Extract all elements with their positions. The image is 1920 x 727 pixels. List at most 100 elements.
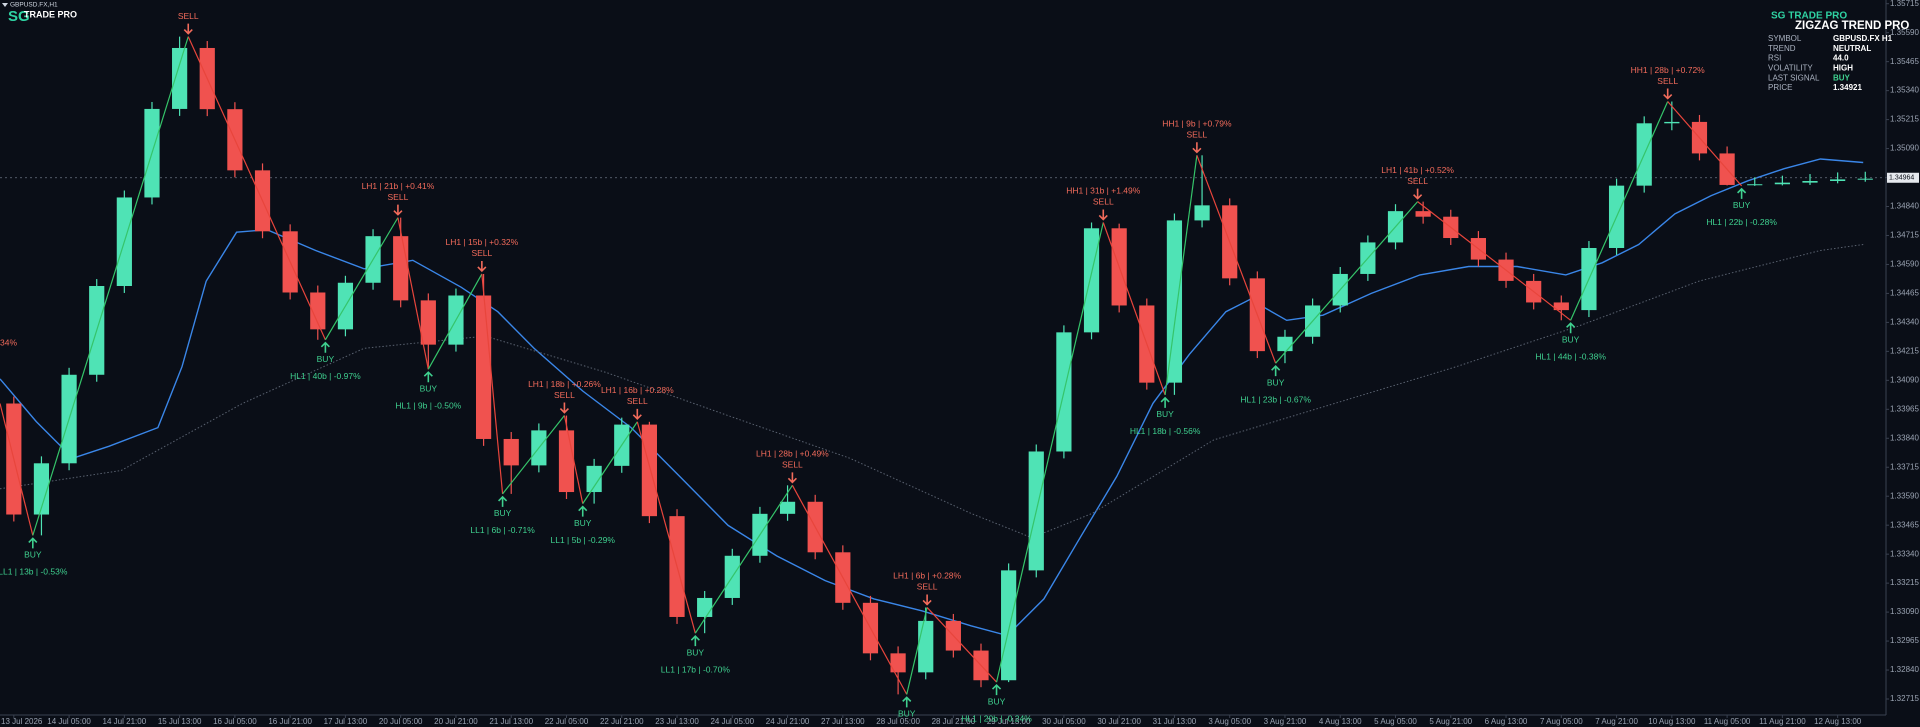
y-tick-label: 1.33090: [1890, 607, 1919, 616]
y-tick-label: 1.35090: [1890, 144, 1919, 153]
x-tick-label: 27 Jul 13:00: [821, 717, 865, 726]
signal-arrow: [393, 204, 403, 216]
y-tick-label: 1.35590: [1890, 28, 1919, 37]
zigzag-segment: [563, 415, 584, 504]
candle-body: [503, 438, 519, 466]
panel-title: SG TRADE PRO: [1771, 11, 1847, 22]
signal-arrow: [477, 260, 487, 273]
zigzag-segment: [582, 421, 638, 504]
zigzag-segment: [324, 217, 399, 341]
plot-area: [0, 36, 1886, 695]
y-tick-label: 1.34590: [1890, 260, 1919, 269]
y-tick-label: 1.34840: [1890, 202, 1919, 211]
signal-arrow: [1271, 365, 1281, 377]
panel-row-label: PRICE: [1768, 83, 1792, 92]
candle-body: [1553, 302, 1569, 311]
signal-text: BUY: [574, 518, 592, 528]
signal-stats: HL1 | 22b | -0.28%: [1706, 217, 1777, 227]
zigzag-segment: [1196, 155, 1277, 364]
signal-stats: LH1 | 21b | +0.41%: [362, 181, 435, 191]
candle-body: [918, 620, 934, 673]
signal-text: SELL: [1407, 176, 1428, 186]
candle-body: [172, 47, 188, 109]
candle-body: [1083, 228, 1100, 333]
zigzag-segment: [32, 36, 189, 536]
y-tick-label: 1.32965: [1890, 636, 1919, 645]
panel-row-label: SYMBOL: [1768, 34, 1802, 43]
signal-arrow: [787, 472, 797, 484]
candle-body: [586, 465, 602, 493]
candle-body: [1830, 179, 1846, 182]
signal-text: SELL: [627, 396, 648, 406]
signal-text: SELL: [917, 582, 938, 592]
signal-arrow: [1098, 209, 1108, 221]
candle-body: [641, 424, 657, 517]
candle-body: [1166, 220, 1183, 383]
logo: SG: [8, 8, 30, 25]
last-price-label: 1.34964: [1889, 175, 1914, 182]
candle-body: [475, 295, 492, 439]
signal-stats: LL1 | 5b | -0.29%: [551, 535, 616, 545]
candle-body: [1774, 182, 1790, 185]
zigzag-segment: [1164, 155, 1198, 396]
x-tick-label: 5 Aug 21:00: [1429, 717, 1472, 726]
y-tick-label: 1.33715: [1890, 462, 1919, 471]
x-tick-label: 13 Jul 2026: [1, 717, 43, 726]
signal-stats: HL1 | 40b | -0.97%: [290, 371, 361, 381]
y-tick-label: 1.34215: [1890, 346, 1919, 355]
signal-arrow: [1663, 88, 1673, 100]
candle-body: [1415, 211, 1431, 217]
x-tick-label: 10 Aug 13:00: [1648, 717, 1696, 726]
signal-stats: LH1 | 18b | +0.26%: [528, 379, 601, 389]
panel-row-value: 44.0: [1833, 54, 1849, 63]
signal-arrow: [902, 696, 912, 708]
signal-arrow: [632, 408, 642, 420]
y-tick-label: 1.33840: [1890, 433, 1919, 442]
x-tick-label: 17 Jul 13:00: [324, 717, 368, 726]
signal-text: SELL: [782, 460, 803, 470]
signal-stats: HH1 | 31b | +1.49%: [1066, 186, 1141, 196]
signal-text: BUY: [24, 550, 42, 560]
x-tick-label: 23 Jul 13:00: [655, 717, 699, 726]
x-tick-label: 28 Jul 05:00: [876, 717, 920, 726]
y-tick-label: 1.34715: [1890, 231, 1919, 240]
zigzag-segment: [0, 403, 34, 536]
signal-text: BUY: [494, 508, 512, 518]
zigzag-segment: [502, 415, 565, 495]
x-tick-label: 29 Jul 13:00: [987, 717, 1031, 726]
x-tick-label: 24 Jul 21:00: [766, 717, 810, 726]
zigzag-segment: [906, 607, 928, 695]
panel-subtitle: ZIGZAG TREND PRO: [1795, 20, 1909, 32]
signal-text: SELL: [388, 192, 409, 202]
signal-text: SELL: [471, 248, 492, 258]
candle-body: [1277, 336, 1293, 352]
y-tick-label: 1.32715: [1890, 694, 1919, 703]
signal-stats: LH1 | 16b | +0.28%: [601, 385, 674, 395]
panel-row-value: BUY: [1833, 73, 1851, 82]
y-tick-label: 1.33215: [1890, 578, 1919, 587]
candle-body: [779, 501, 796, 514]
zigzag-segment: [187, 36, 326, 341]
x-tick-label: 20 Jul 05:00: [379, 717, 423, 726]
signal-arrow: [1737, 187, 1747, 199]
y-tick-label: 1.32840: [1890, 665, 1919, 674]
signal-stats: HH1 | 28b | +0.72%: [1631, 65, 1706, 75]
zigzag-segment: [1417, 201, 1571, 321]
x-tick-label: 4 Aug 13:00: [1319, 717, 1362, 726]
signal-arrow: [559, 402, 569, 414]
candle-body: [310, 292, 326, 330]
zigzag-segment: [1275, 201, 1419, 364]
signal-text: BUY: [1562, 335, 1580, 345]
signal-stats: LH1 | 15b | +0.32%: [446, 237, 519, 247]
zigzag-segment: [791, 485, 908, 695]
x-tick-label: 20 Jul 21:00: [434, 717, 478, 726]
signal-text: BUY: [420, 383, 438, 393]
y-tick-label: 1.34340: [1890, 317, 1919, 326]
candle-body: [393, 236, 409, 301]
last-price-tag: [1887, 172, 1919, 183]
panel-row-value: GBPUSD.FX H1: [1833, 34, 1893, 43]
panel-row-label: RSI: [1768, 54, 1781, 63]
x-tick-label: 28 Jul 21:00: [932, 717, 976, 726]
